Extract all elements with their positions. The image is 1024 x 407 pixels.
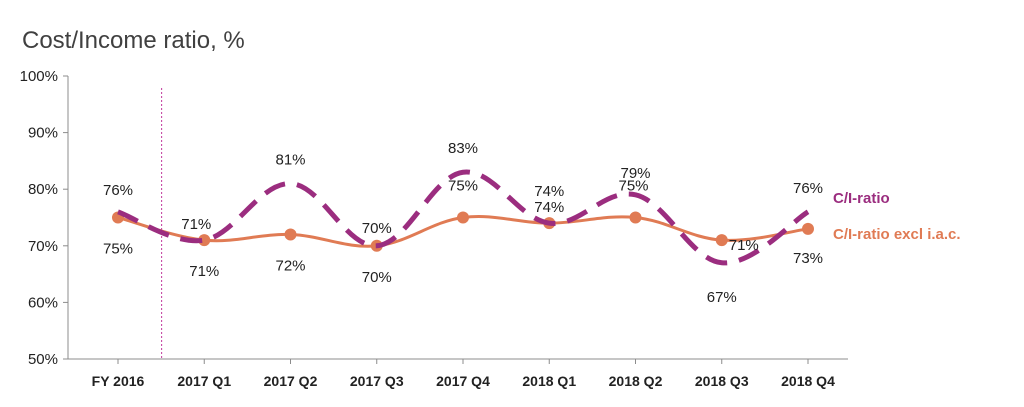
ci-ratio-excl-data-label: 71% <box>189 263 219 280</box>
y-tick-label: 80% <box>28 181 58 198</box>
y-tick-label: 50% <box>28 351 58 368</box>
ci-ratio-data-label: 79% <box>620 165 650 182</box>
chart-title: Cost/Income ratio, % <box>22 27 245 54</box>
ci-ratio-excl-data-label: 73% <box>793 250 823 267</box>
data-labels: 75% 71% 72% 70% 75% 74% 75% 71% 73% 76% 71% 81% 70% 8… <box>103 140 823 306</box>
ci-ratio-data-label: 71% <box>181 216 211 233</box>
y-axis: 50% 60% 70% 80% 90% 100% <box>20 68 69 368</box>
series-ci-ratio-excl-point <box>802 222 814 235</box>
series-ci-ratio-excl-point <box>198 234 211 247</box>
x-tick-label: 2018 Q2 <box>609 373 663 389</box>
legend-ci-ratio-excl: C/I-ratio excl i.a.c. <box>833 226 961 243</box>
ci-ratio-data-label: 70% <box>362 220 392 237</box>
series-ci-ratio-excl-point <box>715 234 728 247</box>
x-tick-label: 2018 Q3 <box>695 373 749 389</box>
ci-ratio-excl-data-label: 75% <box>618 178 648 195</box>
y-tick-label: 60% <box>28 294 58 311</box>
ci-ratio-excl-data-label: 75% <box>448 178 478 195</box>
ci-ratio-excl-data-label: 70% <box>362 269 392 286</box>
x-tick-label: FY 2016 <box>92 373 145 389</box>
series-ci-ratio-excl-point <box>629 211 642 224</box>
x-tick-label: 2018 Q4 <box>781 373 835 389</box>
x-tick-label: 2017 Q4 <box>436 373 490 389</box>
series-ci-ratio-excl-point <box>457 211 469 224</box>
ci-ratio-data-label: 74% <box>534 199 564 216</box>
series-ci-ratio-line <box>117 169 810 266</box>
ci-ratio-excl-data-label: 75% <box>103 241 133 258</box>
ci-ratio-data-label: 67% <box>707 289 737 306</box>
ci-ratio-data-label: 76% <box>103 182 133 199</box>
ci-ratio-data-label: 83% <box>448 140 478 157</box>
ci-ratio-excl-data-label: 72% <box>275 257 305 274</box>
x-axis: FY 2016 2017 Q1 2017 Q2 2017 Q3 2017 Q4 2018 … <box>68 358 848 389</box>
ci-ratio-excl-data-label: 74% <box>534 183 564 200</box>
x-tick-label: 2017 Q3 <box>350 373 404 389</box>
x-tick-label: 2017 Q1 <box>177 373 231 389</box>
y-tick-label: 100% <box>20 68 58 85</box>
x-tick-label: 2017 Q2 <box>264 373 318 389</box>
series-ci-ratio-excl-point <box>284 228 297 241</box>
ci-ratio-data-label: 81% <box>275 152 305 169</box>
y-tick-label: 90% <box>28 125 58 142</box>
y-tick-label: 70% <box>28 238 58 255</box>
ci-ratio-excl-data-label: 71% <box>729 237 759 254</box>
legend: C/I-ratio C/I-ratio excl i.a.c. <box>833 190 961 243</box>
x-tick-label: 2018 Q1 <box>522 373 576 389</box>
series-layer <box>112 169 814 266</box>
ci-ratio-data-label: 76% <box>793 180 823 197</box>
legend-ci-ratio: C/I-ratio <box>833 190 890 207</box>
